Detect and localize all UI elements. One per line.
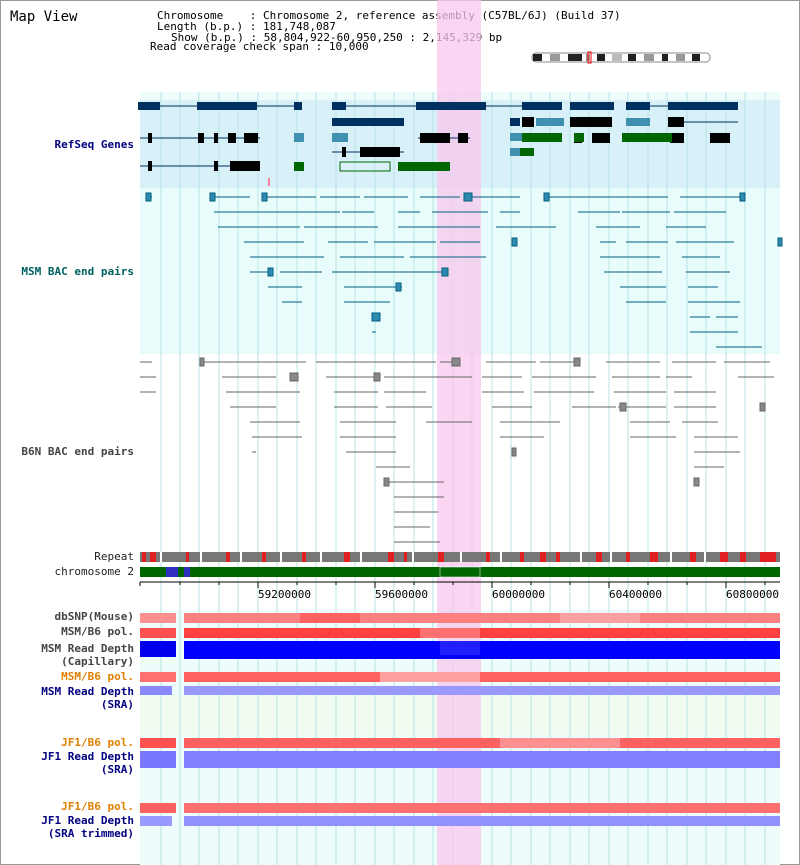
track-label-msm-read-depth-cap: MSM Read Depth — [41, 642, 134, 655]
axis-tick-label: 60000000 — [492, 588, 545, 601]
msm-b6-pol-track-2[interactable] — [140, 672, 780, 682]
jf1-b6-pol-track-2[interactable] — [140, 803, 780, 813]
track-label-repeat: Repeat — [94, 550, 134, 563]
msm-read-depth-capillary[interactable] — [140, 641, 780, 659]
track-label-capillary: (Capillary) — [61, 655, 134, 668]
refseq-gene-models[interactable] — [138, 102, 738, 186]
msm-bac-pairs[interactable] — [145, 192, 783, 348]
track-label-b6n-bac: B6N BAC end pairs — [21, 445, 134, 458]
msm-read-depth-sra[interactable] — [140, 686, 780, 695]
chromosome-ideogram[interactable] — [531, 51, 711, 64]
track-label-dbsnp: dbSNP(Mouse) — [54, 610, 134, 623]
info-panel: Chromosome : Chromosome 2, reference ass… — [150, 9, 621, 53]
track-label-msm-read-depth-sra: MSM Read Depth — [41, 685, 134, 698]
track-label-sra: (SRA) — [100, 698, 134, 711]
axis-tick-label: 59200000 — [258, 588, 311, 601]
track-label-msm-b6-pol-2: MSM/B6 pol. — [61, 670, 134, 683]
coordinate-axis — [139, 581, 780, 588]
track-label-jf1-b6-pol: JF1/B6 pol. — [61, 736, 134, 749]
track-label-jf1-read-depth-trim: JF1 Read Depth — [41, 814, 134, 827]
dbsnp-track[interactable] — [140, 613, 780, 623]
chromosome-label: Chromosome — [157, 9, 224, 22]
jf1-read-depth-sra[interactable] — [140, 751, 780, 768]
track-label-refseq: RefSeq Genes — [54, 138, 134, 151]
track-label-jf1-read-depth-sra: JF1 Read Depth — [41, 750, 134, 763]
axis-tick-label: 60800000 — [726, 588, 779, 601]
repeat-track[interactable] — [140, 552, 780, 562]
track-label-jf1-sra: (SRA) — [100, 763, 134, 776]
length-value: 181,748,087 — [262, 20, 336, 33]
track-label-sra-trimmed: (SRA trimmed) — [47, 827, 134, 840]
highlight-region[interactable] — [437, 0, 481, 865]
length-label: Length (b.p.) — [157, 20, 244, 33]
view-title: Map View — [10, 9, 78, 25]
coverage-value: 10,000 — [328, 40, 369, 53]
track-label-jf1-b6-pol-2: JF1/B6 pol. — [61, 800, 134, 813]
show-label: Show (b.p.) — [171, 31, 244, 44]
track-label-msm-bac: MSM BAC end pairs — [21, 265, 134, 278]
b6n-bac-pairs[interactable] — [140, 357, 774, 543]
jf1-b6-pol-track[interactable] — [140, 738, 780, 748]
axis-tick-label: 59600000 — [375, 588, 428, 601]
track-label-msm-b6-pol: MSM/B6 pol. — [61, 625, 134, 638]
track-label-chromosome: chromosome 2 — [54, 565, 134, 578]
axis-tick-label: 60400000 — [609, 588, 662, 601]
chromosome-bar[interactable] — [140, 566, 780, 578]
jf1-read-depth-sra-trimmed[interactable] — [140, 816, 780, 826]
msm-b6-pol-track[interactable] — [140, 628, 780, 638]
coverage-label: Read coverage check span — [150, 40, 309, 53]
